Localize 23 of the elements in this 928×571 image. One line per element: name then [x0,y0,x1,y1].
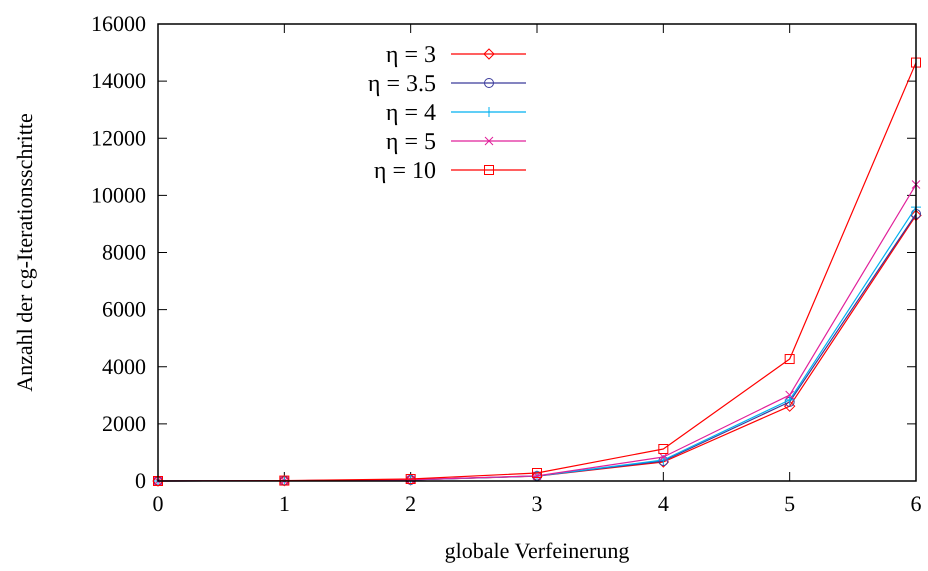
legend-label: η = 3 [386,42,436,68]
y-tick-label: 12000 [91,125,146,150]
y-axis-title: Anzahl der cg-Iterationsschritte [12,113,37,392]
x-tick-label: 3 [532,491,542,516]
x-tick-label: 1 [278,491,290,516]
legend-label: η = 5 [386,129,436,155]
x-tick-label: 0 [152,491,164,516]
x-tick-label: 4 [658,491,669,516]
y-tick-label: 14000 [91,68,146,94]
y-tick-label: 8000 [102,240,146,264]
x-tick-label: 5 [784,491,796,516]
y-tick-label: 6000 [102,296,146,322]
x-axis-title: globale Verfeinerung [444,538,630,563]
legend-label: η = 10 [374,158,436,184]
y-tick-label: 0 [135,468,146,493]
legend-label: η = 4 [386,100,436,126]
x-tick-label: 2 [405,491,416,516]
legend-label: η = 3.5 [368,71,436,97]
y-tick-label: 10000 [91,182,146,208]
y-tick-label: 16000 [91,11,146,36]
y-tick-label: 2000 [102,410,146,436]
y-tick-label: 4000 [102,354,146,379]
x-tick-label: 6 [910,491,922,516]
